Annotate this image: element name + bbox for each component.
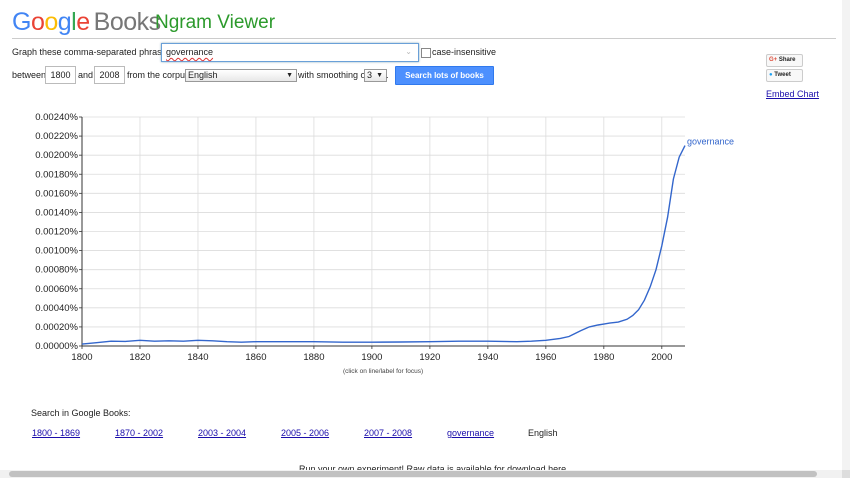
phrases-input[interactable]: governance ⌄ bbox=[161, 43, 419, 62]
corpus-label: from the corpus bbox=[127, 70, 190, 80]
and-label: and bbox=[78, 70, 94, 80]
vertical-scrollbar[interactable] bbox=[842, 0, 850, 470]
series-label-governance[interactable]: governance bbox=[687, 137, 734, 147]
header-divider bbox=[12, 38, 836, 39]
x-tick-label: 1960 bbox=[535, 352, 556, 363]
y-tick-label: 0.00080% bbox=[35, 265, 78, 276]
x-tick-label: 1920 bbox=[419, 352, 440, 363]
y-tick-label: 0.00040% bbox=[35, 303, 78, 314]
x-tick-label: 1900 bbox=[361, 352, 382, 363]
logo-letter: G bbox=[12, 8, 31, 36]
y-tick-label: 0.00060% bbox=[35, 284, 78, 295]
y-tick-label: 0.00000% bbox=[35, 341, 78, 352]
ngram-chart: 0.00000% 0.00020% 0.00040% 0.00060% 0.00080%… bbox=[35, 112, 734, 363]
y-tick-label: 0.00020% bbox=[35, 322, 78, 333]
phrases-input-value: governance bbox=[166, 47, 214, 57]
logo-books: Books bbox=[93, 8, 161, 36]
series-line-governance[interactable] bbox=[81, 145, 686, 345]
google-plus-icon: G+ bbox=[769, 57, 778, 63]
y-tick-label: 0.00180% bbox=[35, 169, 78, 180]
books-link-phrase[interactable]: governance bbox=[447, 428, 495, 438]
search-button[interactable]: Search lots of books bbox=[395, 66, 494, 85]
start-year-input[interactable]: 1800 bbox=[45, 66, 76, 84]
phrases-label: Graph these comma-separated phrases: bbox=[12, 47, 174, 57]
books-link-1870-2002[interactable]: 1870 - 2002 bbox=[115, 428, 164, 438]
logo-letter: o bbox=[30, 8, 45, 36]
tweet-label: Tweet bbox=[774, 72, 791, 78]
smoothing-select-value: 3 bbox=[367, 70, 373, 80]
y-tick-label: 0.00160% bbox=[35, 188, 78, 199]
case-insensitive-label: case-insensitive bbox=[432, 47, 497, 57]
y-tick-label: 0.00120% bbox=[35, 227, 78, 238]
between-label: between bbox=[12, 70, 47, 80]
caret-down-icon: ▼ bbox=[286, 72, 293, 79]
corpus-select[interactable]: English ▼ bbox=[185, 69, 297, 82]
books-link-2007-2008[interactable]: 2007 - 2008 bbox=[364, 428, 413, 438]
scrollbar-thumb[interactable] bbox=[9, 471, 817, 477]
caret-down-icon: ▼ bbox=[376, 72, 383, 79]
logo-letter: l bbox=[71, 8, 77, 36]
x-tick-label: 1880 bbox=[303, 352, 324, 363]
logo-letter: o bbox=[44, 8, 58, 36]
books-link-1800-1869[interactable]: 1800 - 1869 bbox=[32, 428, 81, 438]
y-tick-label: 0.00200% bbox=[35, 150, 78, 161]
scrollbar-corner bbox=[842, 470, 850, 478]
product-title: Ngram Viewer bbox=[155, 12, 276, 33]
x-tick-label: 1840 bbox=[187, 352, 208, 363]
logo-letter: g bbox=[57, 8, 72, 36]
search-in-label: Search in Google Books: bbox=[31, 408, 131, 418]
x-tick-label: 1800 bbox=[71, 352, 92, 363]
y-axis: 0.00000% 0.00020% 0.00040% 0.00060% 0.00080%… bbox=[35, 112, 83, 352]
y-tick-label: 0.00240% bbox=[35, 112, 78, 123]
smoothing-select[interactable]: 3 ▼ bbox=[364, 69, 387, 82]
input-dropdown-icon: ⌄ bbox=[405, 47, 412, 56]
y-tick-label: 0.00220% bbox=[35, 131, 78, 142]
twitter-icon: ● bbox=[769, 72, 773, 78]
google-books-logo[interactable]: Google Books bbox=[12, 8, 161, 37]
tweet-button[interactable]: ● Tweet bbox=[766, 69, 803, 82]
books-link-2003-2004[interactable]: 2003 - 2004 bbox=[198, 428, 247, 438]
books-link-2005-2006[interactable]: 2005 - 2006 bbox=[281, 428, 330, 438]
period: . bbox=[386, 70, 389, 80]
x-tick-label: 1980 bbox=[593, 352, 614, 363]
case-insensitive-checkbox[interactable] bbox=[421, 48, 431, 58]
x-tick-label: 1860 bbox=[245, 352, 266, 363]
chart-grid bbox=[81, 116, 685, 347]
embed-chart-link[interactable]: Embed Chart bbox=[766, 89, 820, 99]
x-tick-label: 1940 bbox=[477, 352, 498, 363]
share-button[interactable]: G+ Share bbox=[766, 54, 803, 67]
y-tick-label: 0.00100% bbox=[35, 246, 78, 257]
horizontal-scrollbar[interactable] bbox=[0, 470, 842, 478]
smoothing-label: with smoothing of bbox=[298, 70, 369, 80]
chart-focus-note: (click on line/label for focus) bbox=[343, 368, 424, 375]
y-tick-label: 0.00140% bbox=[35, 207, 78, 218]
search-in-corpus: English bbox=[528, 428, 558, 438]
x-tick-label: 1820 bbox=[129, 352, 150, 363]
x-tick-label: 2000 bbox=[651, 352, 672, 363]
logo-letter: e bbox=[76, 8, 90, 36]
corpus-select-value: English bbox=[188, 70, 218, 80]
x-axis: 1800 1820 1840 1860 1880 1900 1920 1940 1960 1980… bbox=[71, 345, 685, 363]
share-label: Share bbox=[778, 57, 796, 63]
footer-text: Run your own experiment! Raw data is ava… bbox=[299, 464, 569, 474]
end-year-input[interactable]: 2008 bbox=[94, 66, 125, 84]
